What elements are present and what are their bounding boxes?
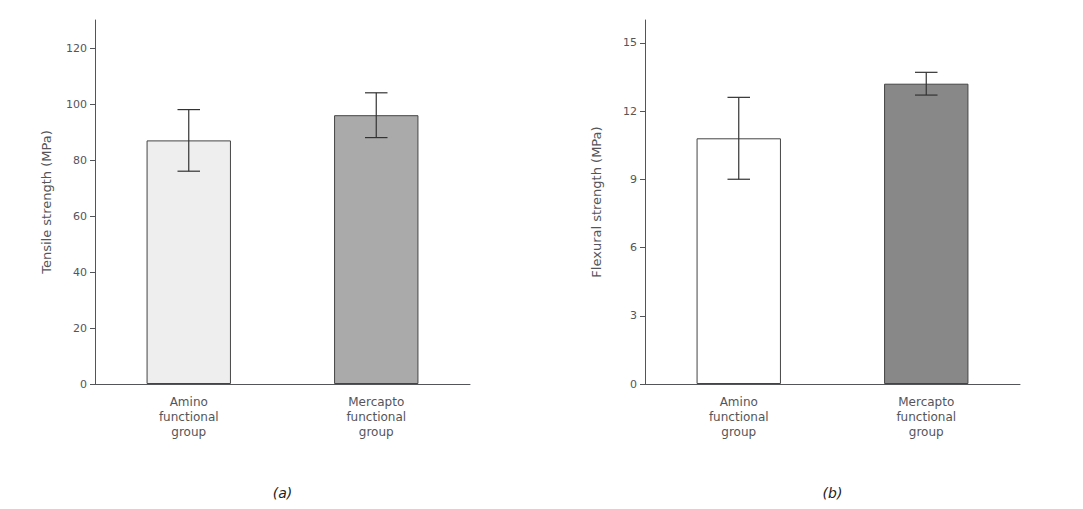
- svg-text:80: 80: [73, 154, 87, 167]
- svg-text:functional: functional: [896, 410, 956, 424]
- svg-text:Amino: Amino: [720, 395, 758, 409]
- svg-text:(b): (b): [823, 485, 843, 501]
- svg-text:0: 0: [630, 378, 637, 391]
- svg-text:100: 100: [66, 98, 87, 111]
- svg-text:Amino: Amino: [170, 395, 208, 409]
- svg-text:120: 120: [66, 42, 87, 55]
- svg-text:group: group: [909, 425, 944, 439]
- svg-text:6: 6: [630, 241, 637, 254]
- svg-text:12: 12: [623, 105, 637, 118]
- svg-text:40: 40: [73, 266, 87, 279]
- svg-text:15: 15: [623, 36, 637, 49]
- svg-text:20: 20: [73, 322, 87, 335]
- svg-text:group: group: [721, 425, 756, 439]
- svg-text:0: 0: [80, 378, 87, 391]
- svg-text:group: group: [359, 425, 394, 439]
- svg-text:(a): (a): [273, 485, 293, 501]
- svg-text:functional: functional: [709, 410, 769, 424]
- svg-text:Mercapto: Mercapto: [348, 395, 404, 409]
- svg-text:functional: functional: [346, 410, 406, 424]
- svg-text:Mercapto: Mercapto: [898, 395, 954, 409]
- svg-text:60: 60: [73, 210, 87, 223]
- svg-text:group: group: [171, 425, 206, 439]
- svg-text:Flexural strength (MPa): Flexural strength (MPa): [589, 126, 604, 277]
- svg-text:functional: functional: [159, 410, 219, 424]
- svg-text:3: 3: [630, 309, 637, 322]
- svg-text:9: 9: [630, 173, 637, 186]
- svg-text:Tensile strength (MPa): Tensile strength (MPa): [39, 130, 54, 275]
